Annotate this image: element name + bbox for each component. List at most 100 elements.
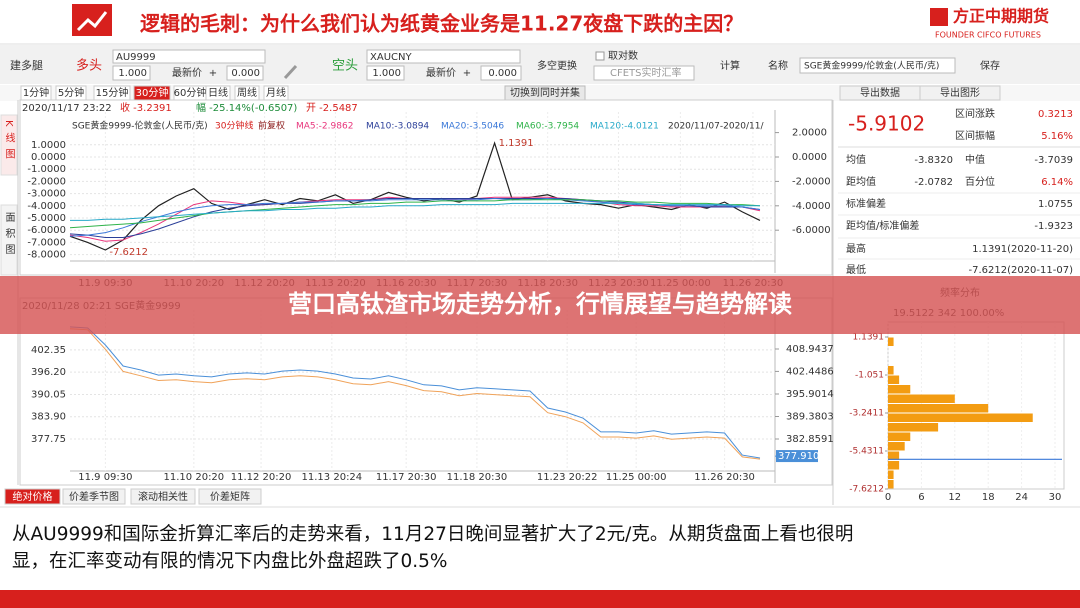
x-tick-label: 12 xyxy=(948,492,961,503)
side-tab[interactable] xyxy=(0,114,18,176)
select[interactable] xyxy=(593,65,695,81)
label: 区间振幅 xyxy=(955,129,995,142)
annotation: -7.6212 xyxy=(109,247,148,258)
y-tick-label: -3.2411 xyxy=(849,409,884,419)
y2-tick-label: 395.9014 xyxy=(786,389,834,400)
label: 2020/11/07-2020/11/ xyxy=(668,122,765,132)
histogram-bar xyxy=(888,423,939,432)
period-tab-label: 5分钟 xyxy=(58,86,84,99)
input[interactable] xyxy=(366,65,405,81)
label: 6.14% xyxy=(1041,177,1073,188)
y-tick-label: -7.0000 xyxy=(27,237,66,248)
label: 前复权 xyxy=(258,120,285,132)
info-text: 收 -3.2391 xyxy=(120,101,172,114)
label: 名称 xyxy=(768,59,788,72)
input[interactable] xyxy=(112,49,266,64)
label: 区间涨跌 xyxy=(955,107,995,120)
y-tick-label: 402.35 xyxy=(31,345,66,356)
x-tick-label: 11.18 20:30 xyxy=(447,472,508,483)
input[interactable] xyxy=(366,49,521,64)
label: AU9999 xyxy=(116,52,156,63)
histogram-bar xyxy=(888,451,900,460)
histogram-bar xyxy=(888,460,900,470)
bottom-tab[interactable] xyxy=(130,488,196,505)
label[interactable]: 计算 xyxy=(720,59,740,72)
x-tick-label: 24 xyxy=(1015,492,1028,503)
series-line xyxy=(69,197,761,237)
period-tab-label: 60分钟 xyxy=(174,86,207,99)
period-tab-label: 30分钟 xyxy=(136,86,169,99)
histogram-bar xyxy=(888,337,894,346)
info-text: 开 -2.5487 xyxy=(306,103,358,114)
x-tick-label: 0 xyxy=(885,492,891,503)
y-tick-label: -2.0000 xyxy=(27,176,66,187)
y-tick-label: -6.0000 xyxy=(27,225,66,236)
label: 1.1391(2020-11-20) xyxy=(972,244,1073,255)
brand-icon xyxy=(930,8,948,26)
y2-tick-label: 389.3803 xyxy=(786,411,834,422)
label: 距均值 xyxy=(846,175,876,188)
y2-tick-label: -6.0000 xyxy=(792,225,831,236)
value-marker-label: 377.910 xyxy=(778,451,819,462)
y2-tick-label: 402.4486 xyxy=(786,366,834,377)
bottom-tab-label: 价差矩阵 xyxy=(210,490,250,503)
y-tick-label: -3.0000 xyxy=(27,189,66,200)
checkbox[interactable] xyxy=(595,51,605,61)
label: 空头 xyxy=(332,59,358,74)
info-text: 幅 -25.14%(-0.6507) xyxy=(196,101,297,114)
label: 切换到同时并集 xyxy=(510,86,580,99)
bottom-tab[interactable] xyxy=(62,488,126,505)
histogram-bar xyxy=(888,441,905,451)
title: 逻辑的毛刺：为什么我们认为纸黄金业务是11.27夜盘下跌的主因？ xyxy=(140,12,743,36)
y2-tick-label: 408.9437 xyxy=(786,344,834,355)
pencil-icon xyxy=(283,64,298,80)
legend-item: MA5:-2.9862 xyxy=(296,122,353,132)
bottom-tab-label: 绝对价格 xyxy=(13,490,53,503)
label: + xyxy=(463,68,471,79)
label: 最新价 xyxy=(172,66,202,79)
histogram-bar xyxy=(888,470,894,480)
footer-bar xyxy=(0,590,1080,608)
histogram-bar xyxy=(888,385,911,394)
x-tick-label: 30 xyxy=(1049,492,1062,503)
label: 多头 xyxy=(76,58,102,74)
y-tick-label: -7.6212 xyxy=(849,485,884,495)
label: 面积图 xyxy=(3,212,15,260)
legend-item: MA20:-3.5046 xyxy=(441,122,504,132)
series-line xyxy=(69,326,761,459)
x-tick-label: 11.23 20:22 xyxy=(537,472,598,483)
y2-tick-label: 0.0000 xyxy=(792,152,827,163)
input[interactable] xyxy=(112,65,151,81)
histogram-bar xyxy=(888,375,900,385)
label: 建多腿 xyxy=(10,58,43,72)
input[interactable] xyxy=(226,65,264,81)
x-tick-label: 11.25 00:00 xyxy=(606,472,667,483)
label: SGE黄金9999/伦敦金(人民币/克) xyxy=(804,60,939,72)
label[interactable]: 多空更换 xyxy=(537,59,577,72)
input[interactable] xyxy=(480,65,522,81)
period-tab-label: 周线 xyxy=(237,86,257,99)
brand: 方正中期期货 xyxy=(953,7,1049,26)
histogram-bar xyxy=(888,480,894,489)
brand-en: FOUNDER CIFCO FUTURES xyxy=(935,31,1041,40)
label: -2.0782 xyxy=(914,177,953,188)
period-tab-label: 1分钟 xyxy=(23,86,49,99)
y-tick-label: -4.0000 xyxy=(27,201,66,212)
label: 标准偏差 xyxy=(846,197,886,210)
input[interactable] xyxy=(799,57,956,74)
legend-item: SGE黄金9999-伦敦金(人民币/克) xyxy=(72,120,208,132)
y-tick-label: 1.1391 xyxy=(853,333,885,343)
label: 百分位 xyxy=(965,175,995,188)
label: XAUCNY xyxy=(370,52,412,63)
label: 距均值/标准偏差 xyxy=(846,219,919,232)
y2-tick-label: -2.0000 xyxy=(792,176,831,187)
current-value: -5.9102 xyxy=(848,112,925,136)
side-tab[interactable] xyxy=(0,204,18,276)
legend-item: MA10:-3.0894 xyxy=(366,122,429,132)
bottom-tab[interactable] xyxy=(4,488,61,505)
label[interactable]: 保存 xyxy=(980,59,1000,72)
x-tick-label: 6 xyxy=(918,492,924,503)
button[interactable] xyxy=(919,85,1001,101)
y2-tick-label: 2.0000 xyxy=(792,128,827,139)
bottom-tab[interactable] xyxy=(198,488,262,505)
